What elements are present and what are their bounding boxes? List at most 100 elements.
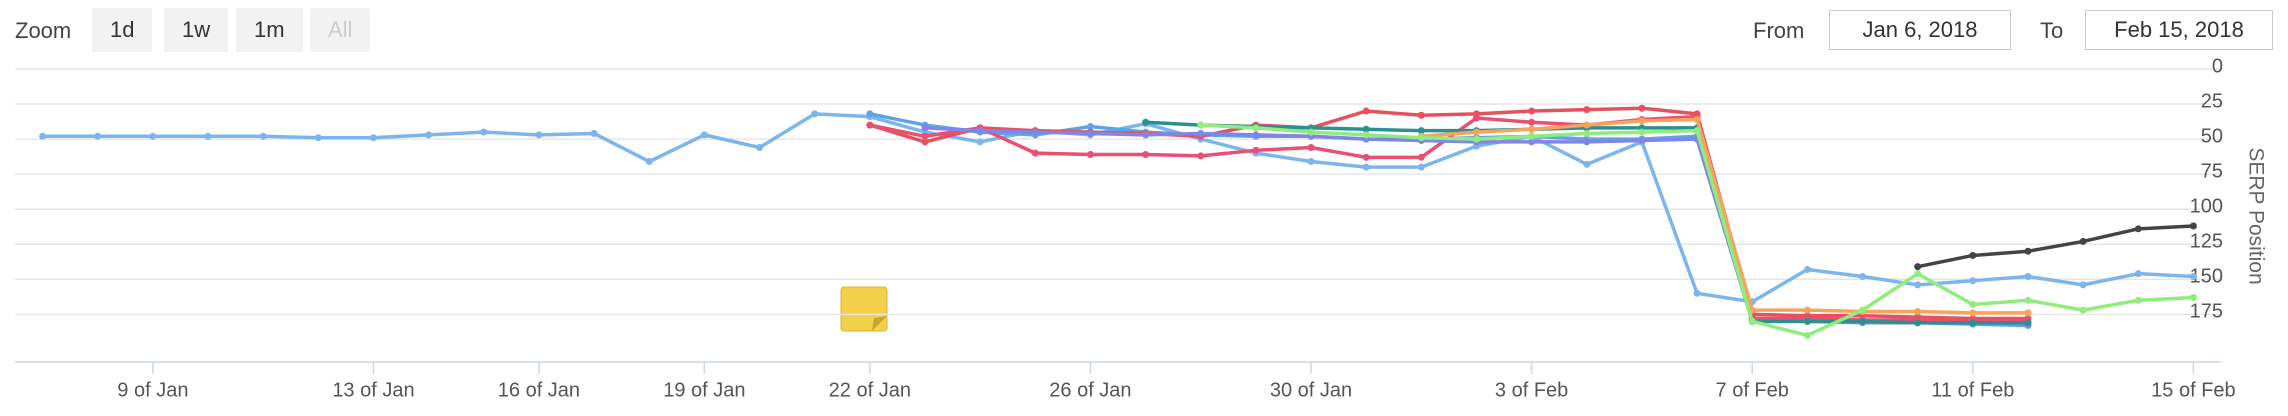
point-marker [1362, 131, 1370, 139]
point-marker [1693, 127, 1701, 135]
point-marker [2024, 247, 2032, 255]
point-marker [1086, 129, 1094, 137]
point-marker [1638, 104, 1646, 112]
zoom-label: Zoom [15, 18, 72, 43]
point-marker [94, 132, 102, 140]
point-marker [2134, 296, 2142, 304]
from-input[interactable]: Jan 6, 2018 [1829, 10, 2011, 50]
point-marker [2024, 296, 2032, 304]
point-marker [1528, 107, 1536, 115]
x-tick-label: 9 of Jan [117, 379, 188, 401]
point-marker [1417, 134, 1425, 142]
point-marker [1417, 153, 1425, 161]
series-line [1200, 123, 2194, 338]
point-marker [1307, 144, 1315, 152]
point-marker [1638, 117, 1646, 125]
point-marker [1859, 272, 1867, 280]
point-marker [1086, 122, 1094, 130]
point-marker [1417, 111, 1425, 119]
to-input[interactable]: Feb 15, 2018 [2085, 10, 2273, 50]
point-marker [2189, 222, 2197, 230]
y-tick-label: 100 [2190, 195, 2223, 217]
y-tick-label: 150 [2190, 266, 2223, 288]
point-marker [39, 132, 47, 140]
y-tick-label: 25 [2201, 90, 2223, 112]
point-marker [2024, 272, 2032, 280]
point-marker [1528, 132, 1536, 140]
point-marker [1031, 149, 1039, 157]
point-marker [1583, 106, 1591, 114]
point-marker [1969, 319, 1977, 327]
point-marker [645, 158, 653, 166]
point-marker [1142, 131, 1150, 139]
point-marker [1803, 265, 1811, 273]
zoom-button[interactable]: 1w [164, 8, 229, 52]
point-marker [1252, 124, 1260, 132]
point-marker [1528, 118, 1536, 126]
point-marker [1803, 331, 1811, 339]
x-tick-label: 13 of Jan [332, 379, 414, 401]
point-marker [204, 132, 212, 140]
point-marker [1252, 131, 1260, 139]
x-tick-label: 15 of Feb [2151, 379, 2236, 401]
x-tick-label: 22 of Jan [829, 379, 911, 401]
point-marker [1031, 128, 1039, 136]
point-marker [1583, 129, 1591, 137]
zoom-button[interactable]: 1d [92, 8, 153, 52]
y-tick-label: 125 [2190, 231, 2223, 253]
point-marker [314, 134, 322, 142]
point-marker [1583, 138, 1591, 146]
point-marker [1472, 135, 1480, 143]
point-marker [1362, 107, 1370, 115]
point-marker [1693, 115, 1701, 123]
point-marker [756, 144, 764, 152]
x-tick-label: 26 of Jan [1049, 379, 1131, 401]
point-marker [1748, 317, 1756, 325]
point-marker [1307, 158, 1315, 166]
x-tick-label: 11 of Feb [1931, 379, 2014, 401]
series-line [42, 112, 2194, 304]
point-marker [1969, 251, 1977, 259]
point-marker [369, 134, 377, 142]
point-marker [2189, 294, 2197, 302]
point-marker [149, 132, 157, 140]
zoom-button[interactable]: All [310, 8, 371, 52]
point-marker [1969, 277, 1977, 285]
point-marker [1969, 301, 1977, 309]
point-marker [1583, 160, 1591, 168]
point-marker [2134, 270, 2142, 278]
series-line [1145, 120, 2028, 325]
point-marker [1969, 309, 1977, 317]
point-marker [1914, 308, 1922, 316]
point-marker [425, 131, 433, 139]
point-marker [2189, 272, 2197, 280]
point-marker [866, 121, 874, 129]
point-marker [1252, 146, 1260, 154]
point-marker [2079, 306, 2087, 314]
x-tick-label: 19 of Jan [663, 379, 745, 401]
point-marker [2079, 281, 2087, 289]
y-tick-label: 75 [2201, 160, 2223, 182]
point-marker [2024, 319, 2032, 327]
point-marker [1417, 163, 1425, 171]
point-marker [976, 138, 984, 146]
series-line [869, 112, 2029, 328]
point-marker [1859, 306, 1867, 314]
note-flag [840, 286, 888, 332]
y-tick-label: 175 [2190, 301, 2223, 323]
point-marker [1914, 270, 1922, 278]
zoom-button[interactable]: 1m [236, 8, 303, 52]
point-marker [1142, 118, 1150, 126]
point-marker [921, 124, 929, 132]
series-line [1917, 224, 2194, 269]
point-marker [2134, 225, 2142, 233]
point-marker [1528, 125, 1536, 133]
y-tick-label: 0 [2212, 55, 2223, 77]
x-tick-label: 3 of Feb [1495, 379, 1568, 401]
point-marker [1362, 125, 1370, 133]
y-axis-title: SERP Position [2244, 147, 2267, 284]
point-marker [1197, 121, 1205, 129]
point-marker [1197, 129, 1205, 137]
point-marker [1472, 128, 1480, 136]
